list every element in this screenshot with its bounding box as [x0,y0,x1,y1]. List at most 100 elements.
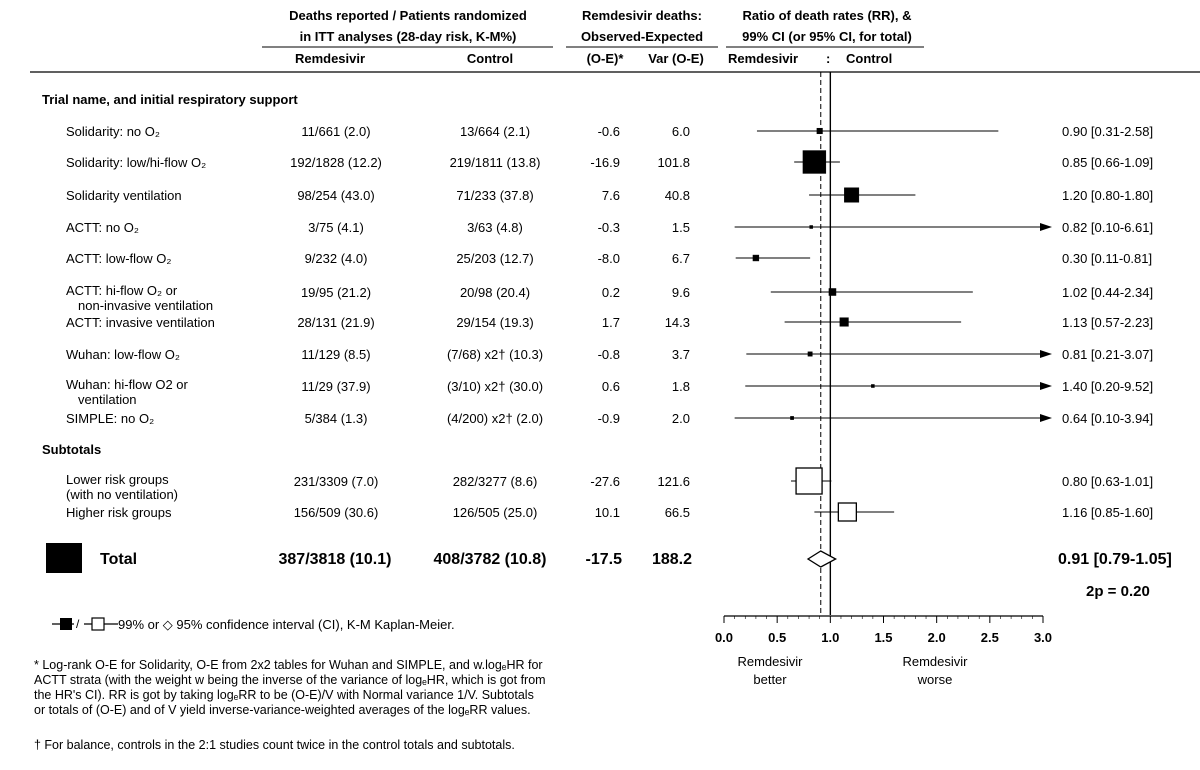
total-var: 188.2 [651,551,692,568]
subtotal-square [795,467,823,495]
row-rr-text: 0.81 [0.21-3.07] [1062,347,1154,362]
header-ratio-remdesivir: Remdesivir [728,51,799,66]
row-oe-value: 0.6 [601,379,620,394]
header-ratio-control: Control [846,51,893,66]
header-ratio-line1: Ratio of death rates (RR), & [742,8,912,23]
row-control-value: 3/63 (4.8) [467,220,523,235]
row-oe-value: 0.2 [601,285,620,300]
total-control: 408/3782 (10.8) [433,551,547,568]
row-label: Lower risk groups [66,472,169,487]
ci-arrow [1040,223,1052,231]
total-square-icon [46,543,82,573]
study-square [807,351,813,357]
header-rdeaths-line1: Remdesivir deaths: [582,8,702,23]
row-label: Higher risk groups [66,505,172,520]
row-remdesivir-value: 156/509 (30.6) [293,505,379,520]
subtotal-square [837,502,857,522]
footnote-star-line4: or totals of (O-E) and of V yield invers… [34,703,531,717]
row-remdesivir-value: 11/129 (8.5) [301,347,371,362]
row-oe-value: -0.8 [597,347,620,362]
row-rr-text: 0.30 [0.11-0.81] [1062,251,1153,266]
row-rr-text: 1.16 [0.85-1.60] [1062,505,1154,520]
row-remdesivir-value: 98/254 (43.0) [297,188,375,203]
row-oe-value: -27.6 [590,474,620,489]
row-remdesivir-value: 231/3309 (7.0) [293,474,379,489]
study-square [816,127,823,135]
row-var-value: 1.8 [671,379,690,394]
row-var-value: 3.7 [671,347,690,362]
study-square [752,254,760,262]
row-remdesivir-value: 28/131 (21.9) [297,315,375,330]
row-remdesivir-value: 3/75 (4.1) [308,220,364,235]
row-rr-text: 1.13 [0.57-2.23] [1062,315,1154,330]
row-label: ACTT: no O₂ [66,220,139,235]
row-rr-text: 0.80 [0.63-1.01] [1062,474,1154,489]
study-square [802,150,827,174]
study-square [828,288,837,296]
row-var-value: 2.0 [671,411,690,426]
total-diamond [806,550,838,568]
row-label: Solidarity ventilation [66,188,182,203]
header-remdesivir-col: Remdesivir [294,51,366,66]
axis-right-label-line1: Remdesivir [902,654,968,669]
svg-text:/: / [76,617,80,631]
row-control-value: 25/203 (12.7) [456,251,534,266]
header-var-col: Var (O-E) [648,51,704,66]
total-oe: -17.5 [585,551,622,568]
ci-arrow [1040,350,1052,358]
row-control-value: 219/1811 (13.8) [449,155,541,170]
row-label-line2: (with no ventilation) [66,487,178,502]
header-rdeaths-line2: Observed-Expected [580,29,704,44]
axis-left-label-line2: better [753,672,787,687]
row-rr-text: 0.64 [0.10-3.94] [1062,411,1154,426]
row-control-value: 282/3277 (8.6) [452,474,538,489]
row-label: SIMPLE: no O₂ [66,411,155,426]
x-axis-tick-label: 2.0 [928,630,946,645]
row-rr-text: 1.20 [0.80-1.80] [1062,188,1154,203]
header-deaths-line2: in ITT analyses (28-day risk, K-M%) [299,29,517,44]
row-control-value: 13/664 (2.1) [459,124,531,139]
row-oe-value: -0.6 [597,124,620,139]
study-square [790,416,794,420]
row-control-value: 20/98 (20.4) [459,285,531,300]
total-rr-text: 0.91 [0.79-1.05] [1058,551,1172,568]
row-oe-value: -16.9 [590,155,620,170]
footnote-dagger: † For balance, controls in the 2:1 studi… [34,738,515,752]
axis-left-label-line1: Remdesivir [737,654,803,669]
header-ratio-colon: : [826,51,831,66]
row-remdesivir-value: 19/95 (21.2) [300,285,372,300]
row-label: Solidarity: low/hi-flow O₂ [66,155,207,170]
row-remdesivir-value: 192/1828 (12.2) [290,155,382,170]
row-control-value: 29/154 (19.3) [456,315,534,330]
legend-text: 99% or ◇ 95% confidence interval (CI), K… [118,617,455,632]
row-label: ACTT: invasive ventilation [66,315,215,330]
total-remdesivir: 387/3818 (10.1) [278,551,392,568]
row-var-value: 9.6 [671,285,690,300]
total-p-value: 2p = 0.20 [1086,583,1150,600]
x-axis-tick-label: 1.5 [874,630,892,645]
row-var-value: 101.8 [657,155,690,170]
row-var-value: 6.7 [671,251,690,266]
x-axis-tick-label: 0.5 [768,630,786,645]
row-remdesivir-value: 5/384 (1.3) [304,411,368,426]
row-var-value: 14.3 [664,315,690,330]
footnote-star-line1: * Log-rank O-E for Solidarity, O-E from … [34,658,543,672]
study-square [844,187,860,203]
ci-arrow [1040,382,1052,390]
total-label: Total [100,551,138,568]
study-square [809,225,813,229]
row-label: ACTT: low-flow O₂ [66,251,172,266]
row-label: Solidarity: no O₂ [66,124,160,139]
legend-symbols-icon: / [52,617,118,631]
row-label: ACTT: hi-flow O₂ or [66,283,178,298]
row-var-value: 66.5 [664,505,690,520]
row-rr-text: 0.90 [0.31-2.58] [1062,124,1154,139]
study-square [839,317,849,327]
x-axis-tick-label: 0.0 [715,630,733,645]
study-square [871,384,875,388]
row-oe-value: 1.7 [601,315,620,330]
row-remdesivir-value: 11/29 (37.9) [301,379,371,394]
row-label-line2: non-invasive ventilation [78,298,214,313]
axis-right-label-line2: worse [917,672,953,687]
row-control-value: (4/200) x2† (2.0) [446,411,544,426]
